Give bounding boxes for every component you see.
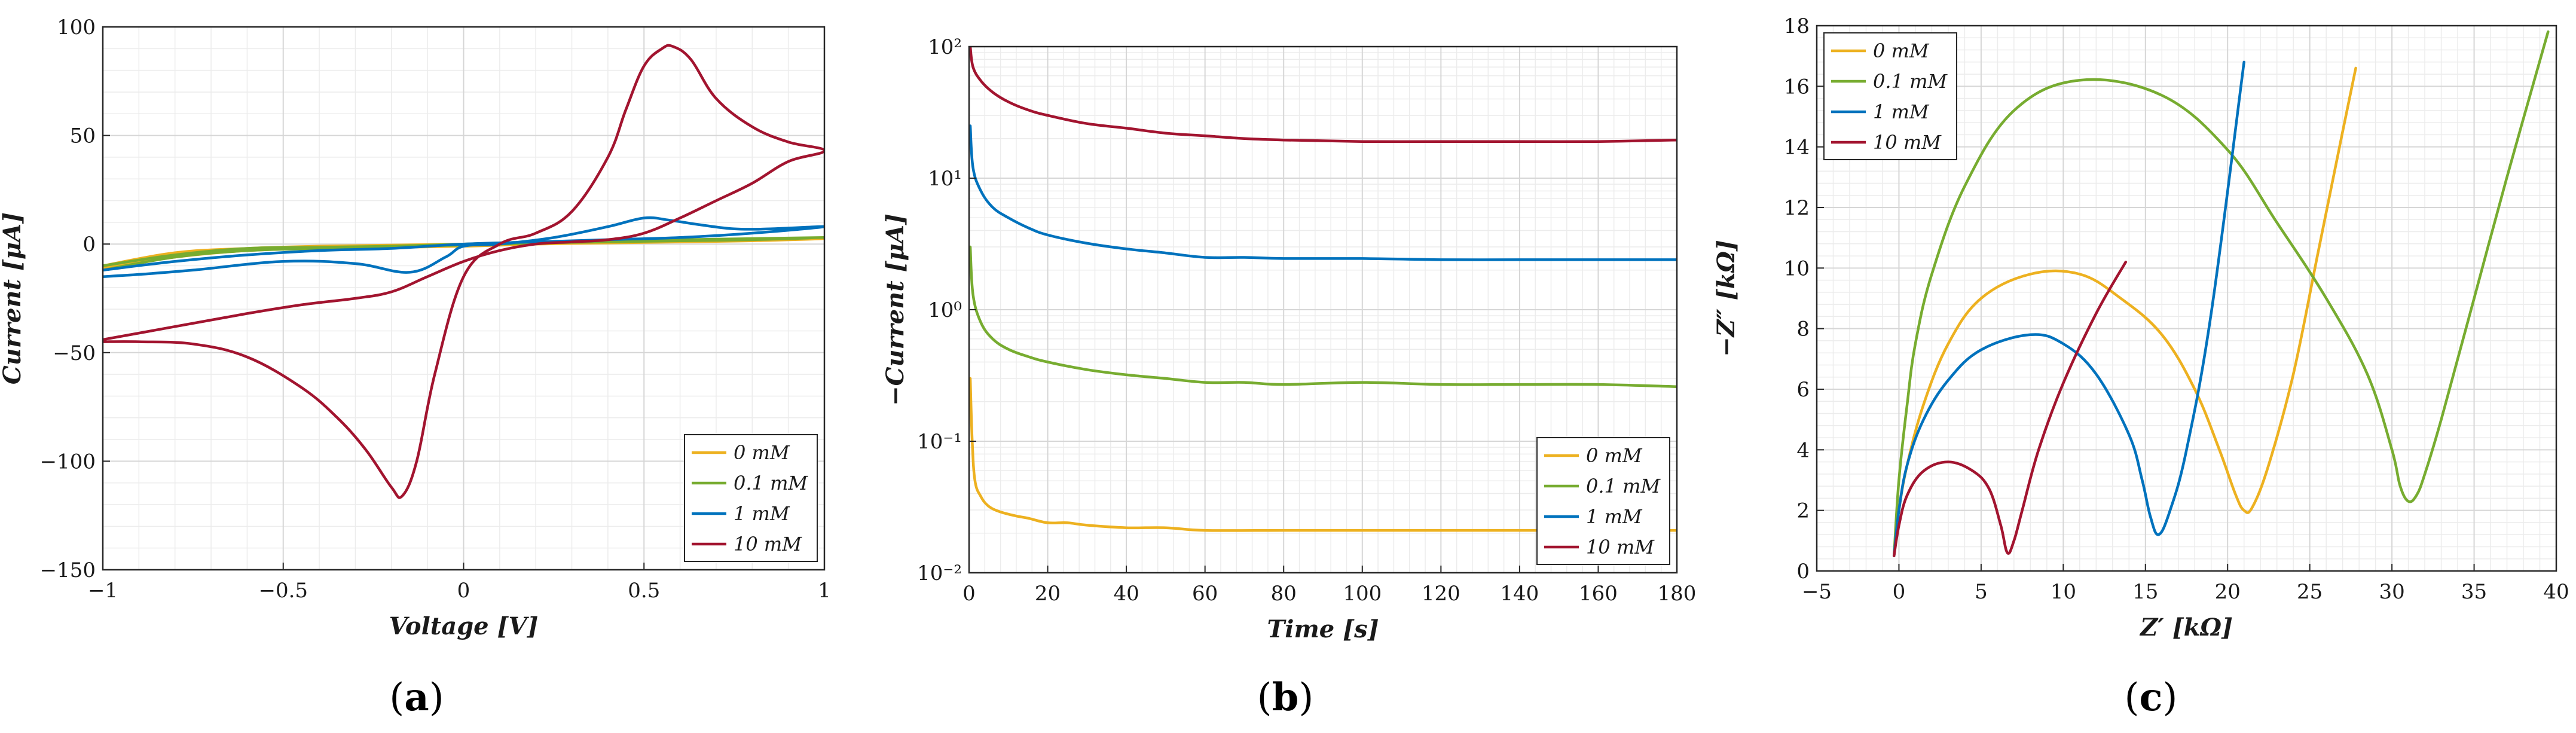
legend-entry: 1 mM: [734, 502, 790, 525]
series-group: [969, 47, 1677, 532]
y-tick-label: 0: [1796, 560, 1810, 584]
grid: [968, 46, 1677, 573]
y-tick-label: 16: [1784, 75, 1810, 99]
x-tick-label: 25: [2297, 580, 2323, 604]
panel-label: (c): [2125, 675, 2178, 720]
x-tick-label: 180: [1658, 582, 1697, 606]
y-tick-label: 10¹: [928, 167, 962, 191]
series-line-0-mM: [1892, 66, 2357, 557]
series-line-1-mM: [969, 124, 1677, 261]
y-tick-label: 10⁻²: [917, 561, 962, 585]
x-tick-label: 60: [1192, 582, 1218, 606]
x-tick-label: 40: [2543, 580, 2569, 604]
y-axis-label: −Current [μA]: [881, 213, 909, 406]
y-tick-label: −100: [40, 450, 96, 474]
legend-entry: 0.1 mM: [734, 472, 808, 494]
x-tick-label: 140: [1500, 582, 1539, 606]
x-axis-label: Voltage [V]: [389, 612, 539, 640]
legend-entry: 10 mM: [734, 533, 802, 555]
x-tick-label: 30: [2379, 580, 2404, 604]
y-tick-label: 10²: [928, 35, 962, 59]
y-tick-label: 10⁰: [928, 298, 962, 322]
x-tick-label: 40: [1113, 582, 1139, 606]
series-line-1-mM: [103, 216, 824, 278]
series-line-0-1-mM: [969, 245, 1677, 388]
x-axis-label: Time [s]: [1267, 615, 1379, 643]
x-tick-label: −1: [88, 579, 118, 603]
legend-entry: 0 mM: [1586, 444, 1643, 467]
x-tick-label: −0.5: [258, 579, 308, 603]
x-tick-label: 160: [1579, 582, 1618, 606]
legend-entry: 1 mM: [1873, 100, 1930, 123]
y-tick-label: 18: [1784, 14, 1810, 38]
panel-label: (a): [389, 675, 444, 720]
y-tick-label: 10: [1784, 256, 1810, 280]
x-tick-label: 0: [1893, 580, 1906, 604]
series-line-10-mM: [969, 47, 1677, 143]
legend-box: [684, 434, 818, 562]
legend: 0 mM 0.1 mM 1 mM 10 mM: [1536, 437, 1670, 565]
y-tick-label: 6: [1796, 378, 1810, 402]
y-tick-label: 0: [82, 233, 96, 256]
y-tick-label: 8: [1796, 317, 1810, 341]
legend: 0 mM 0.1 mM 1 mM 10 mM: [1823, 32, 1957, 160]
x-tick-label: 1: [818, 579, 831, 603]
legend-entry: 0 mM: [1873, 39, 1930, 62]
x-tick-label: 5: [1975, 580, 1988, 604]
y-tick-label: 100: [57, 16, 96, 39]
legend-entry: 0.1 mM: [1586, 475, 1661, 497]
legend-box: [1823, 32, 1957, 160]
series-line-1-mM: [1892, 60, 2245, 557]
y-tick-label: 14: [1784, 136, 1810, 160]
x-tick-label: 10: [2051, 580, 2076, 604]
y-tick-label: 10⁻¹: [917, 430, 962, 454]
legend-box: [1536, 437, 1670, 565]
series-line-0-1-mM: [103, 236, 824, 272]
y-axis-label: −Z″ [kΩ]: [1712, 240, 1740, 357]
legend-entry: 10 mM: [1873, 131, 1942, 154]
legend: 0 mM 0.1 mM 1 mM 10 mM: [684, 434, 818, 562]
y-axis-label: Current [μA]: [0, 212, 26, 384]
legend-entry: 0.1 mM: [1873, 70, 1948, 93]
y-tick-label: 50: [70, 124, 96, 148]
x-tick-label: 20: [1035, 582, 1061, 606]
y-tick-label: 4: [1796, 438, 1810, 462]
x-tick-label: 0.5: [628, 579, 660, 603]
y-tick-label: 12: [1784, 196, 1810, 220]
series-group: [1892, 30, 2550, 557]
series-line-0-1-mM: [1892, 30, 2550, 557]
panel-label: (b): [1257, 675, 1314, 720]
series-line-0-mM: [969, 377, 1677, 532]
x-tick-label: 15: [2132, 580, 2158, 604]
y-tick-label: −150: [40, 558, 96, 582]
y-tick-label: −50: [53, 341, 96, 365]
x-tick-label: 35: [2461, 580, 2487, 604]
x-tick-label: 20: [2215, 580, 2241, 604]
panel-b-chart: 0 20 40 60 80 100 120 140 160 180 10⁻² 10⁻¹ 10⁰ 10¹ 10…: [881, 35, 1696, 720]
axes-box: [1816, 25, 2557, 572]
series-line-10-mM: [103, 44, 824, 499]
series-line-10-mM: [1892, 260, 2128, 557]
legend-entry: 1 mM: [1586, 505, 1643, 528]
panel-a-chart: −1 −0.5 0 0.5 1 −150 −100 −50 0 50 100 Voltage [V] C…: [0, 16, 831, 720]
x-tick-label: 0: [457, 579, 470, 603]
x-tick-label: −5: [1802, 580, 1832, 604]
x-axis-label: Z′ [kΩ]: [2139, 613, 2233, 642]
y-tick-label: 2: [1796, 499, 1810, 523]
x-tick-label: 80: [1271, 582, 1297, 606]
legend-entry: 0 mM: [734, 441, 790, 464]
legend-entry: 10 mM: [1586, 536, 1655, 558]
x-tick-label: 0: [962, 582, 976, 606]
x-tick-label: 120: [1422, 582, 1460, 606]
series-group: [103, 44, 824, 499]
x-tick-label: 100: [1343, 582, 1382, 606]
